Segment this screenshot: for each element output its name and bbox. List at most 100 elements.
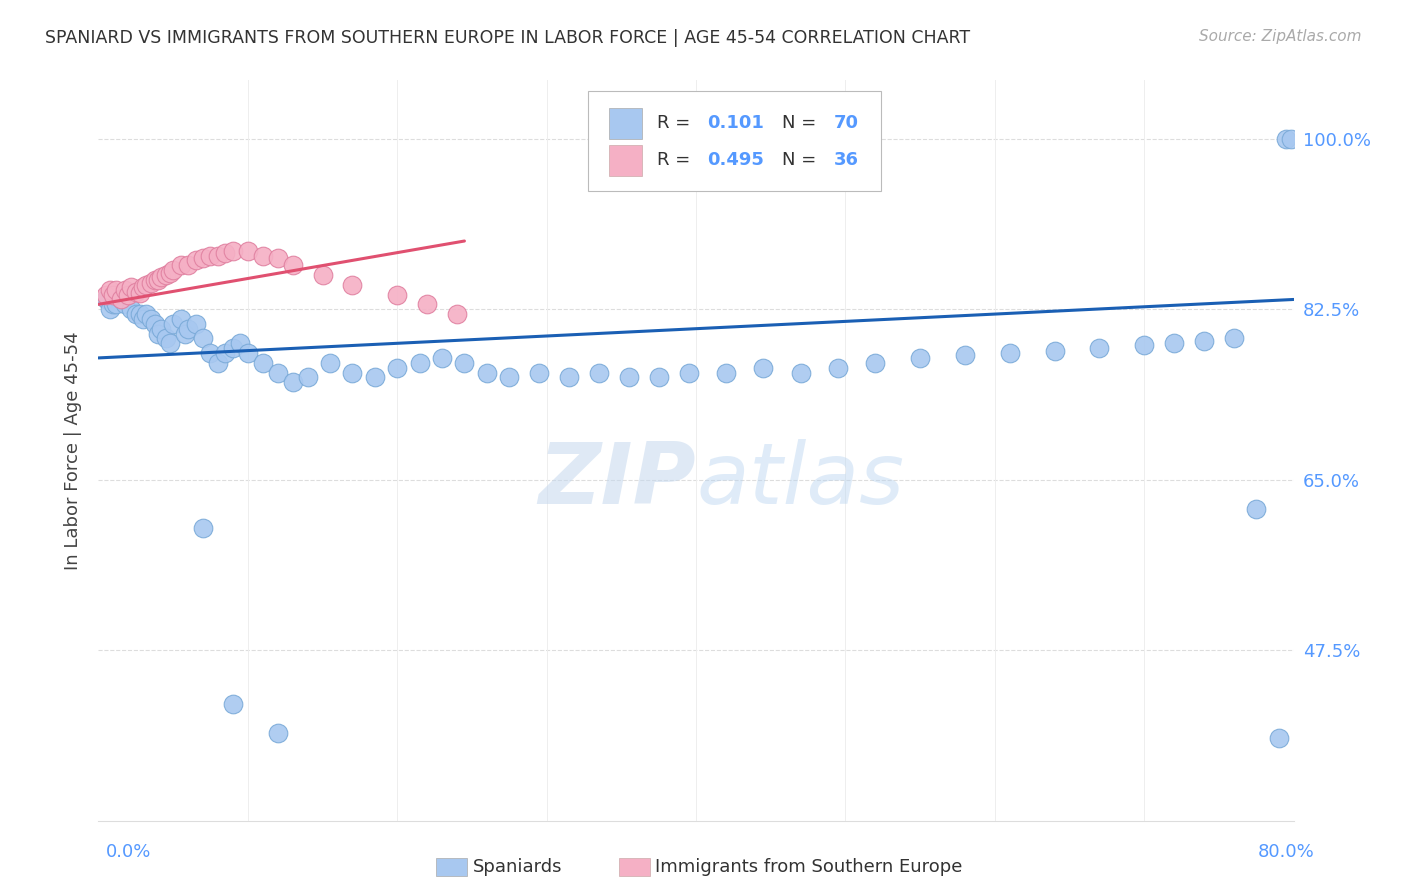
Point [222, 244, 245, 258]
Point [191, 251, 214, 265]
Point [953, 348, 976, 362]
FancyBboxPatch shape [589, 91, 882, 191]
Point [110, 293, 132, 307]
Point [446, 307, 468, 321]
Point [908, 351, 931, 365]
Point [236, 346, 259, 360]
Point [162, 263, 184, 277]
Point [143, 273, 166, 287]
Point [311, 268, 333, 282]
Text: Spaniards: Spaniards [472, 858, 562, 876]
Point [617, 370, 640, 384]
Point [132, 312, 155, 326]
Point [475, 366, 498, 380]
Point [1043, 344, 1066, 359]
Point [162, 317, 184, 331]
Point [98, 302, 122, 317]
Point [177, 321, 200, 335]
Point [865, 356, 887, 370]
Point [150, 270, 173, 285]
Point [155, 268, 177, 282]
Point [1163, 336, 1185, 351]
Point [297, 370, 319, 384]
Bar [609, 145, 643, 176]
Text: N =: N = [782, 114, 823, 132]
Point [789, 366, 811, 380]
Text: 0.495: 0.495 [707, 152, 763, 169]
Point [364, 370, 387, 384]
Point [527, 366, 550, 380]
Point [143, 317, 166, 331]
Text: 80.0%: 80.0% [1258, 843, 1315, 861]
Point [267, 366, 290, 380]
Point [148, 326, 170, 341]
Text: 70: 70 [834, 114, 859, 132]
Point [222, 341, 245, 355]
Point [94, 287, 117, 301]
Point [200, 346, 222, 360]
Point [281, 259, 304, 273]
Point [281, 376, 304, 390]
Point [1279, 132, 1302, 146]
Point [105, 297, 128, 311]
Point [207, 249, 229, 263]
Point [139, 276, 162, 290]
Point [150, 321, 173, 335]
Point [236, 244, 259, 258]
Point [1223, 331, 1246, 345]
Point [191, 521, 214, 535]
Point [1088, 341, 1111, 355]
Point [159, 336, 181, 351]
Point [105, 283, 128, 297]
Point [103, 297, 125, 311]
Point [319, 356, 342, 370]
Point [1133, 338, 1156, 352]
Point [453, 356, 475, 370]
Point [120, 302, 142, 317]
Text: Immigrants from Southern Europe: Immigrants from Southern Europe [655, 858, 963, 876]
Point [125, 307, 148, 321]
Point [129, 307, 152, 321]
Point [714, 366, 737, 380]
Bar [609, 108, 643, 139]
Text: atlas: atlas [696, 439, 904, 522]
Point [1244, 502, 1267, 516]
Point [998, 346, 1021, 360]
Text: R =: R = [657, 114, 696, 132]
Point [155, 331, 177, 345]
Text: Source: ZipAtlas.com: Source: ZipAtlas.com [1198, 29, 1361, 44]
Point [159, 266, 181, 280]
Point [342, 366, 364, 380]
Point [214, 346, 236, 360]
Point [114, 297, 136, 311]
Point [416, 297, 439, 311]
Point [117, 287, 139, 301]
Point [752, 360, 775, 375]
Point [430, 351, 453, 365]
Point [252, 356, 274, 370]
Point [222, 697, 245, 711]
Point [342, 277, 364, 292]
Point [117, 287, 139, 301]
Point [135, 277, 157, 292]
Text: 36: 36 [834, 152, 859, 169]
Point [214, 245, 236, 260]
Point [132, 280, 155, 294]
Point [1275, 132, 1298, 146]
Point [207, 356, 229, 370]
Point [125, 285, 148, 299]
Text: 0.0%: 0.0% [105, 843, 150, 861]
Text: R =: R = [657, 152, 696, 169]
Point [229, 336, 252, 351]
Point [498, 370, 520, 384]
Point [98, 283, 122, 297]
Point [588, 366, 610, 380]
Text: SPANIARD VS IMMIGRANTS FROM SOUTHERN EUROPE IN LABOR FORCE | AGE 45-54 CORRELATI: SPANIARD VS IMMIGRANTS FROM SOUTHERN EUR… [45, 29, 970, 46]
Point [558, 370, 581, 384]
Point [169, 312, 191, 326]
Point [174, 326, 197, 341]
Point [647, 370, 669, 384]
Point [1267, 731, 1289, 745]
Point [1192, 334, 1215, 349]
Point [827, 360, 849, 375]
